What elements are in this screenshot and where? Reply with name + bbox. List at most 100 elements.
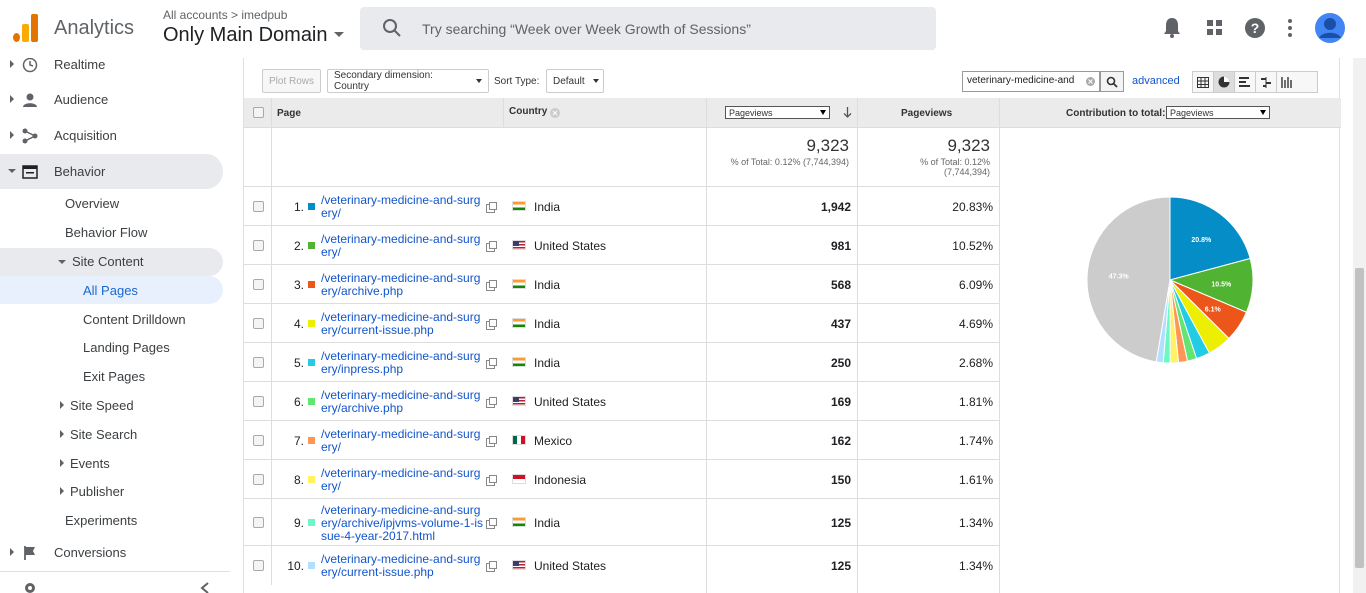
sidebar-item-all-pages[interactable] [0, 276, 223, 304]
sort-type-select[interactable]: Default [546, 69, 604, 93]
col-page-header[interactable]: Page [277, 108, 301, 119]
sidebar-group-site-content[interactable]: Site Content [58, 254, 144, 269]
contribution-select[interactable]: Pageviews [1166, 106, 1270, 119]
page-link[interactable]: /veterinary-medicine-and-surgery/ [321, 232, 481, 259]
sidebar-item-publisher[interactable]: Publisher [60, 484, 124, 499]
sidebar-item-landing-pages[interactable]: Landing Pages [83, 340, 170, 355]
open-external-icon[interactable] [486, 202, 497, 213]
open-external-icon[interactable] [486, 518, 497, 529]
account-selector[interactable]: Only Main Domain [163, 24, 328, 46]
country-cell: United States [534, 239, 607, 253]
sidebar-item-site-speed[interactable]: Site Speed [60, 398, 134, 413]
table-row: 3. /veterinary-medicine-and-surgery/archi… [244, 264, 999, 304]
open-external-icon[interactable] [486, 241, 497, 252]
page-link[interactable]: /veterinary-medicine-and-surgery/current… [321, 310, 481, 337]
clear-icon[interactable] [1086, 77, 1095, 86]
bar-chart-icon [1239, 77, 1250, 87]
sidebar-item-behavior-row[interactable]: Behavior [0, 155, 230, 189]
apps-grid-icon[interactable] [1207, 20, 1223, 36]
series-color-swatch [308, 242, 315, 249]
page-link[interactable]: /veterinary-medicine-and-surgery/ [321, 427, 481, 454]
scrollbar-thumb[interactable] [1355, 268, 1364, 568]
sidebar-item-events[interactable]: Events [60, 456, 110, 471]
plot-rows-button[interactable]: Plot Rows [262, 69, 321, 93]
row-checkbox[interactable] [253, 201, 264, 212]
clock-icon [22, 58, 38, 73]
sidebar-item-conversions[interactable]: Conversions [0, 536, 230, 570]
avatar[interactable] [1315, 13, 1345, 43]
compare-view-button[interactable] [1256, 72, 1277, 92]
pct-cell: 1.81% [958, 395, 993, 409]
open-external-icon[interactable] [486, 319, 497, 330]
search-bar[interactable]: Try searching “Week over Week Growth of … [360, 7, 936, 50]
sidebar-item-experiments[interactable]: Experiments [65, 513, 138, 528]
table-filter-input[interactable]: veterinary-medicine-and [962, 71, 1100, 92]
page-link[interactable]: /veterinary-medicine-and-surgery/inpress… [321, 349, 481, 376]
sort-desc-arrow-icon[interactable] [843, 107, 852, 118]
row-checkbox[interactable] [253, 357, 264, 368]
bar-view-button[interactable] [1235, 72, 1256, 92]
open-external-icon[interactable] [486, 358, 497, 369]
row-checkbox[interactable] [253, 517, 264, 528]
open-external-icon[interactable] [486, 280, 497, 291]
row-checkbox[interactable] [253, 279, 264, 290]
total-pageviews-pct: % of Total: 0.12% (7,744,394) [730, 157, 849, 167]
advanced-filter-link[interactable]: advanced [1132, 75, 1180, 87]
pageviews-cell: 162 [830, 434, 851, 448]
sidebar-item-exit-pages[interactable]: Exit Pages [83, 369, 146, 384]
sidebar-item-behavior-flow[interactable]: Behavior Flow [65, 225, 148, 240]
page-link[interactable]: /veterinary-medicine-and-surgery/archive… [321, 271, 481, 298]
page-link[interactable]: /veterinary-medicine-and-surgery/ [321, 193, 481, 220]
row-checkbox[interactable] [253, 474, 264, 485]
filter-search-button[interactable] [1100, 71, 1124, 92]
help-icon[interactable]: ? [1244, 17, 1266, 39]
sidebar-item-audience[interactable]: Audience [0, 83, 230, 117]
open-external-icon[interactable] [486, 475, 497, 486]
sidebar-item-acquisition[interactable]: Acquisition [0, 119, 230, 153]
pie-slice[interactable] [1086, 196, 1171, 363]
chevron-down-icon[interactable] [334, 32, 344, 37]
page-link[interactable]: /veterinary-medicine-and-surgery/ [321, 466, 481, 493]
page-link[interactable]: /veterinary-medicine-and-surgery/archive… [321, 388, 481, 415]
sidebar-item-label: Site Content [72, 254, 144, 269]
pivot-view-button[interactable] [1277, 72, 1298, 92]
pie-slice-label: 20.8% [1191, 237, 1212, 244]
account-breadcrumb[interactable]: All accounts > imedpub [163, 8, 288, 22]
sidebar-item-site-search[interactable]: Site Search [60, 427, 137, 442]
page-link[interactable]: /veterinary-medicine-and-surgery/archive… [321, 503, 484, 543]
open-external-icon[interactable] [486, 561, 497, 572]
col-country-header[interactable]: Country [509, 106, 548, 117]
report-panel: Plot Rows Secondary dimension: Country S… [243, 58, 1341, 593]
row-checkbox[interactable] [253, 435, 264, 446]
sidebar-item-realtime[interactable]: Realtime [0, 58, 230, 82]
gear-icon[interactable] [22, 580, 38, 593]
col-pageviews-header[interactable]: Pageviews [901, 108, 953, 119]
sidebar-item-content-drilldown[interactable]: Content Drilldown [83, 312, 186, 327]
row-checkbox[interactable] [253, 318, 264, 329]
open-external-icon[interactable] [486, 397, 497, 408]
table-row: 1. /veterinary-medicine-and-surgery/India… [244, 186, 999, 226]
pct-cell: 1.34% [958, 516, 993, 530]
open-external-icon[interactable] [486, 436, 497, 447]
collapse-chevron-icon[interactable] [200, 582, 210, 593]
flag-icon [512, 318, 526, 328]
more-vert-icon[interactable] [1288, 19, 1292, 37]
analytics-logo[interactable] [13, 14, 39, 42]
country-cell: United States [534, 559, 607, 573]
metric-select[interactable]: Pageviews [725, 106, 830, 119]
bell-icon[interactable] [1163, 17, 1181, 39]
country-cell: India [534, 200, 561, 214]
pie-slice[interactable] [1169, 196, 1251, 281]
row-checkbox[interactable] [253, 560, 264, 571]
pie-view-button[interactable] [1214, 72, 1235, 92]
scrollbar[interactable] [1353, 58, 1366, 593]
select-all-checkbox[interactable] [253, 107, 264, 118]
secondary-dimension-select[interactable]: Secondary dimension: Country [327, 69, 489, 93]
remove-dimension-icon[interactable] [550, 108, 560, 118]
table-view-button[interactable] [1193, 72, 1214, 92]
sidebar-item-overview[interactable]: Overview [65, 196, 120, 211]
row-checkbox[interactable] [253, 240, 264, 251]
sidebar-item-label: Behavior [54, 164, 106, 179]
page-link[interactable]: /veterinary-medicine-and-surgery/current… [321, 552, 481, 579]
row-checkbox[interactable] [253, 396, 264, 407]
